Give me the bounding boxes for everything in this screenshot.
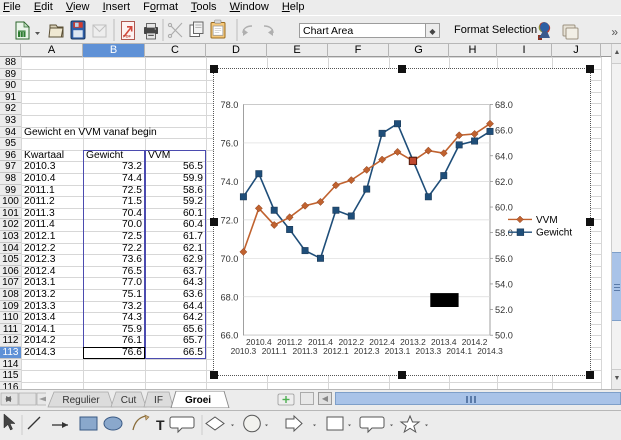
svg-text:66.0: 66.0 (495, 125, 513, 135)
svg-text:2011.3: 2011.3 (293, 346, 318, 356)
svg-text:Cut: Cut (121, 395, 137, 406)
svg-text:70.0: 70.0 (221, 253, 239, 263)
svg-text:60.0: 60.0 (495, 202, 513, 212)
svg-text:T: T (156, 417, 165, 433)
svg-text:58.0: 58.0 (495, 228, 513, 238)
svg-text:2010.3: 2010.3 (231, 346, 257, 356)
svg-text:52.0: 52.0 (495, 305, 513, 315)
svg-text:VVM: VVM (536, 214, 558, 225)
svg-text:2014.3: 2014.3 (477, 346, 503, 356)
svg-text:56.0: 56.0 (495, 253, 513, 263)
svg-text:2013.3: 2013.3 (416, 346, 442, 356)
svg-text:2013.1: 2013.1 (385, 346, 411, 356)
svg-text:2012.3: 2012.3 (354, 346, 380, 356)
svg-text:64.0: 64.0 (495, 151, 513, 161)
svg-text:Gewicht: Gewicht (536, 227, 572, 238)
svg-text:50.0: 50.0 (495, 330, 513, 340)
svg-text:74.0: 74.0 (221, 176, 239, 186)
svg-text:66.0: 66.0 (221, 330, 239, 340)
svg-text:68.0: 68.0 (221, 292, 239, 302)
svg-text:IF: IF (154, 395, 163, 406)
svg-text:76.0: 76.0 (221, 138, 239, 148)
svg-text:78.0: 78.0 (221, 100, 239, 110)
svg-text:2011.1: 2011.1 (262, 346, 287, 356)
svg-text:68.0: 68.0 (495, 100, 513, 110)
svg-text:54.0: 54.0 (495, 279, 513, 289)
svg-text:PDF: PDF (123, 34, 132, 39)
svg-text:Regulier: Regulier (62, 395, 100, 406)
svg-text:Groei: Groei (185, 395, 211, 406)
svg-text:72.0: 72.0 (221, 215, 239, 225)
svg-text:2012.1: 2012.1 (323, 346, 349, 356)
svg-text:2014.1: 2014.1 (446, 346, 472, 356)
svg-text:62.0: 62.0 (495, 176, 513, 186)
